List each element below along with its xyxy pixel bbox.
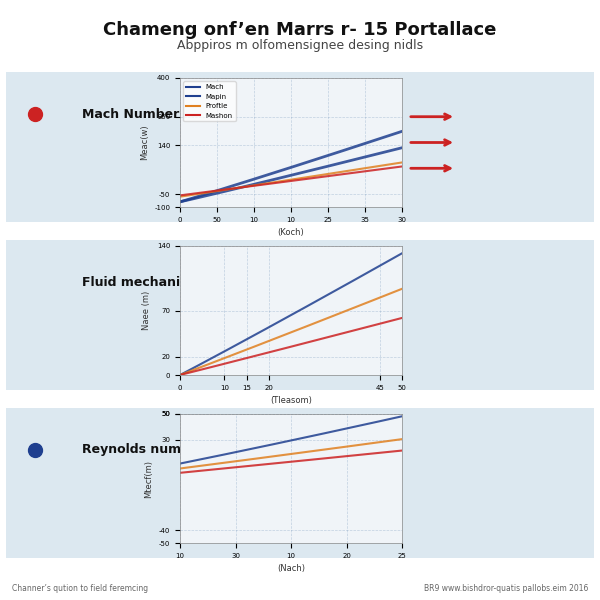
Text: Mach Number: Mach Number [82, 107, 179, 121]
X-axis label: (Tleasom): (Tleasom) [270, 396, 312, 405]
X-axis label: (Koch): (Koch) [278, 228, 304, 237]
Y-axis label: Naee (m): Naee (m) [142, 291, 151, 330]
Y-axis label: Mtecf(m): Mtecf(m) [145, 460, 154, 497]
Text: Reynolds number: Reynolds number [82, 443, 205, 457]
Text: Channer’s qution to field feremcing: Channer’s qution to field feremcing [12, 584, 148, 593]
Text: Fluid mechanics: Fluid mechanics [82, 275, 196, 289]
Legend: Mach, Mapin, Proftle, Mashon: Mach, Mapin, Proftle, Mashon [184, 82, 236, 121]
Text: BR9 www.bishdror-quatis pallobs.eim 2016: BR9 www.bishdror-quatis pallobs.eim 2016 [424, 584, 588, 593]
Y-axis label: Meac(w): Meac(w) [140, 125, 149, 160]
Text: Chameng onf’en Marrs r- 15 Portallace: Chameng onf’en Marrs r- 15 Portallace [103, 21, 497, 39]
X-axis label: (Nach): (Nach) [277, 564, 305, 573]
Text: Abppiros m olfomensignee desing nidls: Abppiros m olfomensignee desing nidls [177, 39, 423, 52]
